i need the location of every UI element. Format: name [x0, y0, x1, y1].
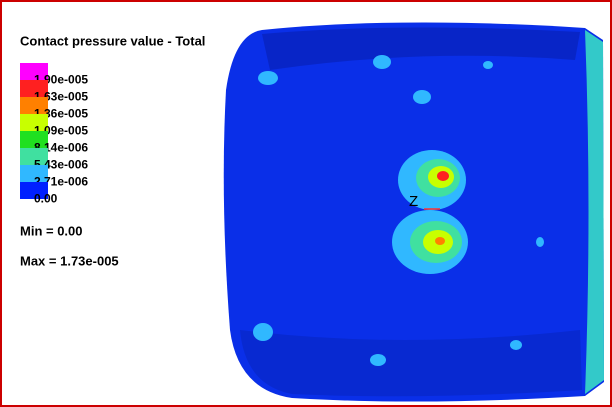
legend: 1.90e-0051.63e-0051.36e-0051.09e-0058.14…	[20, 63, 88, 206]
spot	[373, 55, 391, 69]
spot	[437, 171, 449, 181]
spot	[258, 71, 278, 85]
spot	[483, 61, 493, 69]
max-value: Max = 1.73e-005	[20, 253, 119, 268]
viewport: Z Contact pressure value - Total 1.90e-0…	[0, 0, 612, 407]
spot	[536, 237, 544, 247]
spot	[253, 323, 273, 341]
spot	[370, 354, 386, 366]
spot	[413, 90, 431, 104]
legend-label: 0.00	[34, 192, 58, 206]
spot	[435, 237, 445, 245]
legend-title: Contact pressure value - Total	[20, 33, 205, 48]
spot	[510, 340, 522, 350]
axis-label: Z	[409, 193, 418, 210]
min-value: Min = 0.00	[20, 223, 83, 238]
